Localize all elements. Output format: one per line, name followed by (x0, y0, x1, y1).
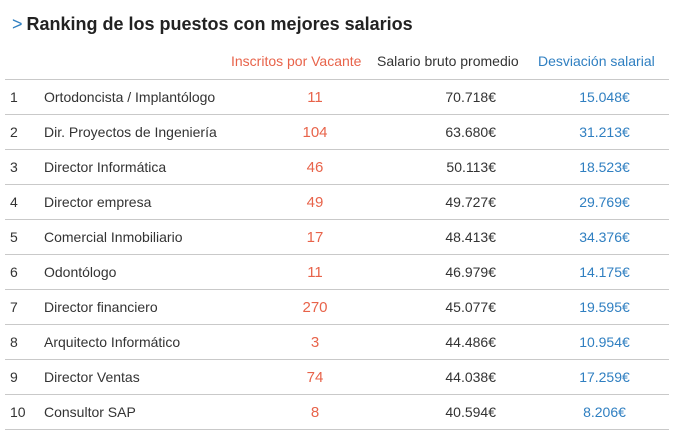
table-row: 3 Director Informática 46 50.113€ 18.523€ (5, 149, 669, 185)
table-row: 10 Consultor SAP 8 40.594€ 8.206€ (5, 394, 669, 430)
puesto-cell: Director financiero (44, 289, 260, 325)
column-header-desviacion: Desviación salarial (538, 53, 655, 69)
rank-cell: 1 (5, 79, 44, 115)
salario-cell: 48.413€ (370, 219, 496, 255)
inscritos-cell: 46 (260, 149, 370, 185)
salario-cell: 70.718€ (370, 79, 496, 115)
column-header-salario: Salario bruto promedio (377, 53, 519, 69)
ranking-table-body: 1 Ortodoncista / Implantólogo 11 70.718€ 15.… (5, 79, 669, 430)
inscritos-cell: 104 (260, 114, 370, 150)
puesto-cell: Dir. Proyectos de Ingeniería (44, 114, 260, 150)
table-row: 1 Ortodoncista / Implantólogo 11 70.718€ 15.… (5, 79, 669, 115)
salario-cell: 40.594€ (370, 394, 496, 430)
desviacion-cell: 8.206€ (496, 394, 669, 430)
page-title-text: Ranking de los puestos con mejores salar… (26, 14, 413, 34)
rank-cell: 6 (5, 254, 44, 290)
inscritos-cell: 270 (260, 289, 370, 325)
table-row: 4 Director empresa 49 49.727€ 29.769€ (5, 184, 669, 220)
puesto-cell: Arquitecto Informático (44, 324, 260, 360)
puesto-cell: Director empresa (44, 184, 260, 220)
table-row: 8 Arquitecto Informático 3 44.486€ 10.954€ (5, 324, 669, 360)
salario-cell: 50.113€ (370, 149, 496, 185)
desviacion-cell: 14.175€ (496, 254, 669, 290)
inscritos-cell: 3 (260, 324, 370, 360)
rank-cell: 8 (5, 324, 44, 360)
desviacion-cell: 31.213€ (496, 114, 669, 150)
table-row: 7 Director financiero 270 45.077€ 19.595€ (5, 289, 669, 325)
puesto-cell: Odontólogo (44, 254, 260, 290)
salario-cell: 44.486€ (370, 324, 496, 360)
puesto-cell: Ortodoncista / Implantólogo (44, 79, 260, 115)
table-row: 6 Odontólogo 11 46.979€ 14.175€ (5, 254, 669, 290)
puesto-cell: Director Ventas (44, 359, 260, 395)
inscritos-cell: 11 (260, 254, 370, 290)
inscritos-cell: 8 (260, 394, 370, 430)
salario-cell: 44.038€ (370, 359, 496, 395)
puesto-cell: Comercial Inmobiliario (44, 219, 260, 255)
rank-cell: 7 (5, 289, 44, 325)
table-row: 2 Dir. Proyectos de Ingeniería 104 63.680€ 3… (5, 114, 669, 150)
ranking-table: 1 Ortodoncista / Implantólogo 11 70.718€ 15.… (5, 79, 669, 430)
chevron-right-icon: > (12, 14, 23, 34)
desviacion-cell: 17.259€ (496, 359, 669, 395)
rank-cell: 10 (5, 394, 44, 430)
desviacion-cell: 10.954€ (496, 324, 669, 360)
rank-cell: 3 (5, 149, 44, 185)
rank-cell: 4 (5, 184, 44, 220)
rank-cell: 2 (5, 114, 44, 150)
puesto-cell: Consultor SAP (44, 394, 260, 430)
salario-cell: 46.979€ (370, 254, 496, 290)
desviacion-cell: 15.048€ (496, 79, 669, 115)
desviacion-cell: 18.523€ (496, 149, 669, 185)
salario-cell: 63.680€ (370, 114, 496, 150)
inscritos-cell: 74 (260, 359, 370, 395)
desviacion-cell: 34.376€ (496, 219, 669, 255)
rank-cell: 9 (5, 359, 44, 395)
column-header-inscritos: Inscritos por Vacante (231, 53, 362, 69)
salario-cell: 49.727€ (370, 184, 496, 220)
table-row: 9 Director Ventas 74 44.038€ 17.259€ (5, 359, 669, 395)
puesto-cell: Director Informática (44, 149, 260, 185)
desviacion-cell: 19.595€ (496, 289, 669, 325)
inscritos-cell: 49 (260, 184, 370, 220)
inscritos-cell: 17 (260, 219, 370, 255)
salario-cell: 45.077€ (370, 289, 496, 325)
desviacion-cell: 29.769€ (496, 184, 669, 220)
page-title: > Ranking de los puestos con mejores sala… (12, 14, 413, 35)
inscritos-cell: 11 (260, 79, 370, 115)
table-row: 5 Comercial Inmobiliario 17 48.413€ 34.376€ (5, 219, 669, 255)
rank-cell: 5 (5, 219, 44, 255)
